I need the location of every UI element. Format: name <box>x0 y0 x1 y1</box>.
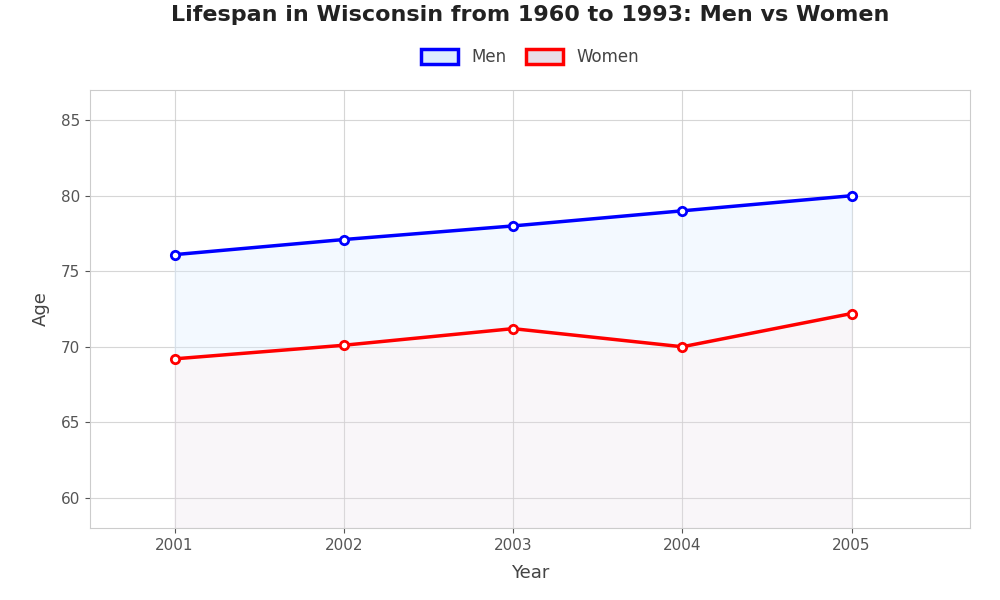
Legend: Men, Women: Men, Women <box>414 41 646 73</box>
Y-axis label: Age: Age <box>32 292 50 326</box>
X-axis label: Year: Year <box>511 564 549 582</box>
Title: Lifespan in Wisconsin from 1960 to 1993: Men vs Women: Lifespan in Wisconsin from 1960 to 1993:… <box>171 5 889 25</box>
